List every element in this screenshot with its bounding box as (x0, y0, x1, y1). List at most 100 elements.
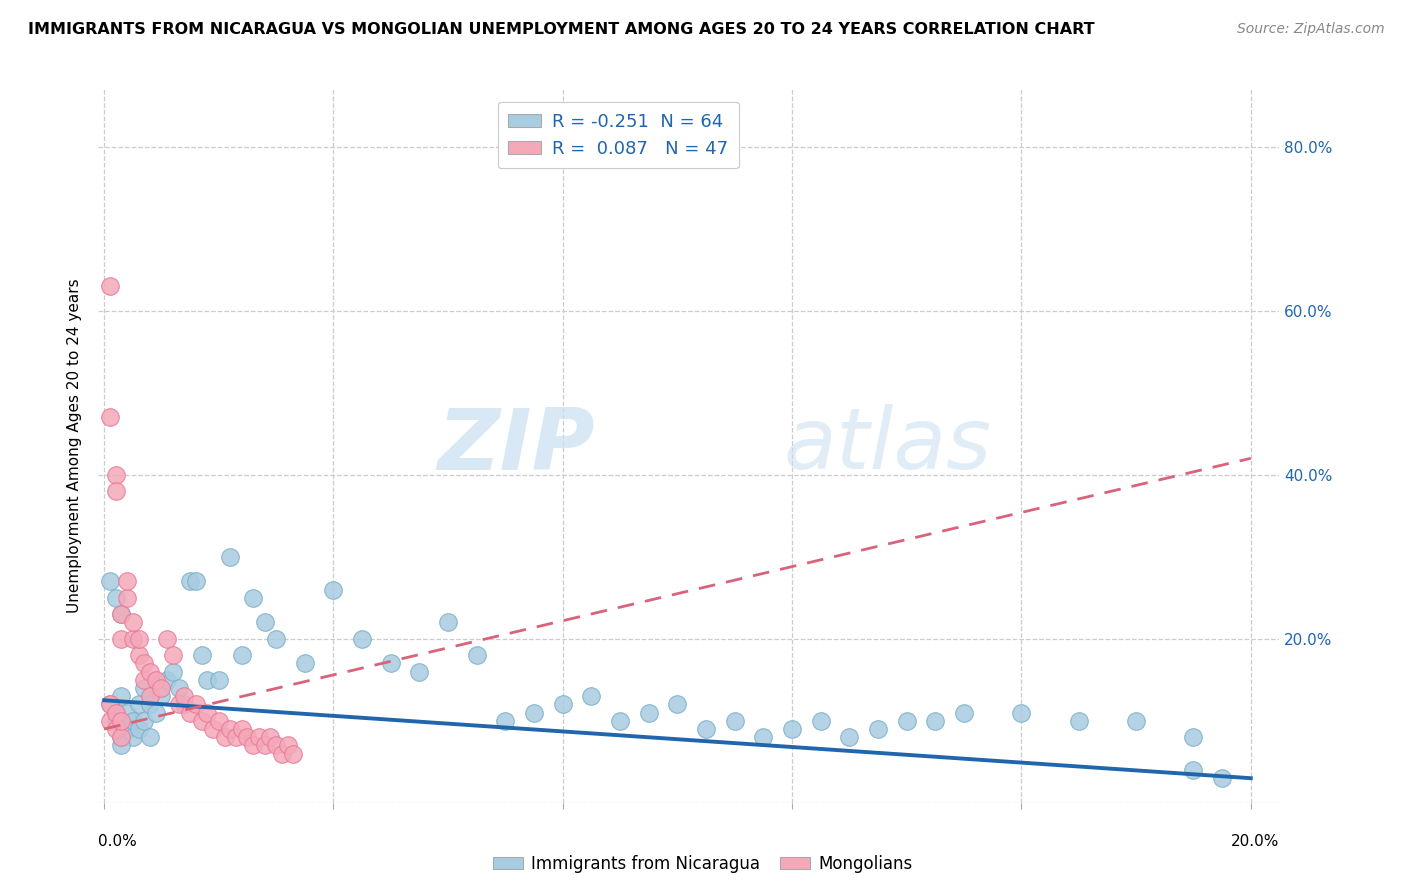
Text: atlas: atlas (783, 404, 991, 488)
Point (128, 722, 150, 736)
Point (121, 730, 143, 744)
Point (231, 722, 253, 736)
Point (167, 698, 190, 712)
Point (437, 615, 460, 630)
Point (253, 615, 276, 630)
Point (162, 665, 184, 679)
Point (110, 607, 132, 622)
Point (121, 714, 143, 728)
Point (179, 574, 201, 589)
Point (110, 632, 132, 646)
Point (98, 410, 121, 425)
Point (104, 591, 127, 605)
Point (465, 648, 488, 662)
Point (236, 730, 259, 744)
Point (294, 657, 316, 671)
Point (283, 747, 305, 761)
Point (179, 706, 201, 720)
Y-axis label: Unemployment Among Ages 20 to 24 years: Unemployment Among Ages 20 to 24 years (67, 278, 83, 614)
Point (666, 698, 689, 712)
Point (121, 615, 143, 630)
Point (924, 714, 946, 728)
Point (139, 698, 162, 712)
Point (953, 706, 976, 720)
Point (98, 698, 121, 712)
Point (1125, 714, 1147, 728)
Point (110, 730, 132, 744)
Point (810, 714, 832, 728)
Point (110, 739, 132, 753)
Point (551, 698, 574, 712)
Point (156, 673, 179, 687)
Point (104, 714, 127, 728)
Point (110, 730, 132, 744)
Point (270, 747, 292, 761)
Point (139, 665, 162, 679)
Point (219, 722, 242, 736)
Point (134, 714, 156, 728)
Point (121, 632, 143, 646)
Point (110, 714, 132, 728)
Point (247, 730, 270, 744)
Point (115, 706, 138, 720)
Point (104, 484, 127, 499)
Point (104, 722, 127, 736)
Point (231, 648, 253, 662)
Point (150, 681, 173, 695)
Point (104, 706, 127, 720)
Point (115, 591, 138, 605)
Point (195, 706, 218, 720)
Point (184, 574, 207, 589)
Point (162, 648, 184, 662)
Point (724, 714, 747, 728)
Point (219, 549, 242, 564)
Point (104, 467, 127, 482)
Point (352, 632, 374, 646)
Point (495, 714, 517, 728)
Point (208, 673, 231, 687)
Point (139, 730, 162, 744)
Point (98, 698, 121, 712)
Point (115, 722, 138, 736)
Point (115, 574, 138, 589)
Point (695, 722, 717, 736)
Point (225, 730, 247, 744)
Text: 0.0%: 0.0% (98, 834, 138, 849)
Point (190, 714, 212, 728)
Point (380, 657, 402, 671)
Point (838, 730, 860, 744)
Point (322, 582, 344, 597)
Point (637, 706, 659, 720)
Text: ZIP: ZIP (437, 404, 595, 488)
Point (195, 673, 218, 687)
Point (264, 632, 287, 646)
Legend: Immigrants from Nicaragua, Mongolians: Immigrants from Nicaragua, Mongolians (486, 848, 920, 880)
Point (523, 706, 546, 720)
Point (868, 722, 890, 736)
Point (128, 648, 150, 662)
Point (173, 689, 195, 703)
Point (128, 632, 150, 646)
Text: Source: ZipAtlas.com: Source: ZipAtlas.com (1237, 22, 1385, 37)
Point (208, 714, 231, 728)
Point (264, 739, 287, 753)
Point (581, 689, 603, 703)
Point (1182, 763, 1205, 777)
Point (190, 648, 212, 662)
Point (134, 657, 156, 671)
Point (1067, 714, 1090, 728)
Legend: R = -0.251  N = 64, R =  0.087   N = 47: R = -0.251 N = 64, R = 0.087 N = 47 (498, 102, 738, 169)
Point (110, 607, 132, 622)
Text: 20.0%: 20.0% (1232, 834, 1279, 849)
Point (150, 689, 173, 703)
Point (277, 739, 299, 753)
Point (110, 689, 132, 703)
Point (896, 714, 918, 728)
Point (139, 689, 162, 703)
Point (128, 698, 150, 712)
Point (173, 698, 195, 712)
Point (184, 698, 207, 712)
Point (98, 279, 121, 293)
Point (1011, 706, 1033, 720)
Point (214, 730, 236, 744)
